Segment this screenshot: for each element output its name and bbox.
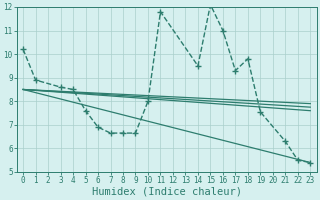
X-axis label: Humidex (Indice chaleur): Humidex (Indice chaleur) <box>92 187 242 197</box>
